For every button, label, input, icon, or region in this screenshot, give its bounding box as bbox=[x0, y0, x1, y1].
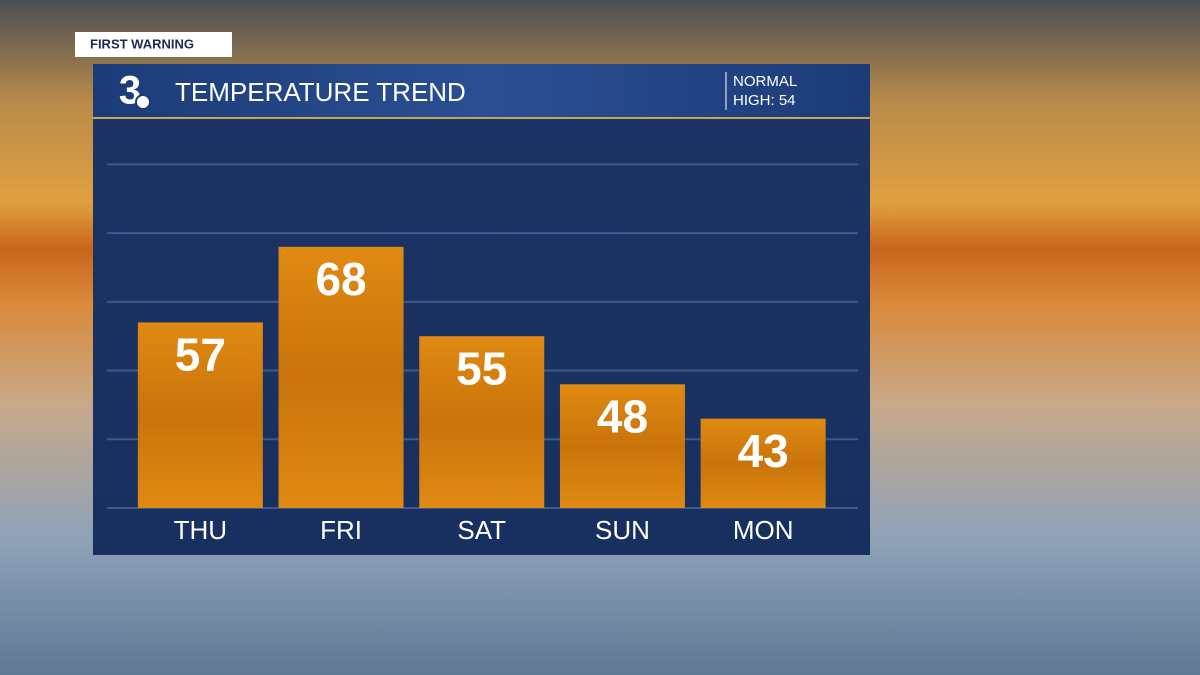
chart-title: TEMPERATURE TREND bbox=[175, 77, 466, 107]
bar bbox=[278, 246, 404, 508]
logo-eye bbox=[135, 94, 151, 110]
normal-high: HIGH: 54 bbox=[733, 92, 796, 109]
x-tick-label: FRI bbox=[320, 515, 362, 545]
header-rule bbox=[93, 117, 870, 119]
bar bbox=[700, 418, 826, 508]
tag: FIRST WARNING bbox=[90, 36, 194, 51]
tag-box bbox=[75, 32, 232, 57]
normal-label: NORMAL bbox=[733, 73, 797, 90]
value-label: 57 bbox=[175, 329, 226, 381]
value-label: 48 bbox=[597, 390, 648, 442]
bar bbox=[559, 384, 685, 508]
bar bbox=[137, 322, 263, 508]
x-tick-label: MON bbox=[733, 515, 794, 545]
header-bar bbox=[93, 64, 870, 118]
x-tick-label: SUN bbox=[595, 515, 650, 545]
value-label: 68 bbox=[315, 253, 366, 305]
x-tick-label: THU bbox=[174, 515, 227, 545]
x-tick-label: SAT bbox=[457, 515, 506, 545]
value-label: 43 bbox=[738, 425, 789, 477]
value-label: 55 bbox=[456, 342, 507, 394]
bar bbox=[419, 336, 545, 508]
